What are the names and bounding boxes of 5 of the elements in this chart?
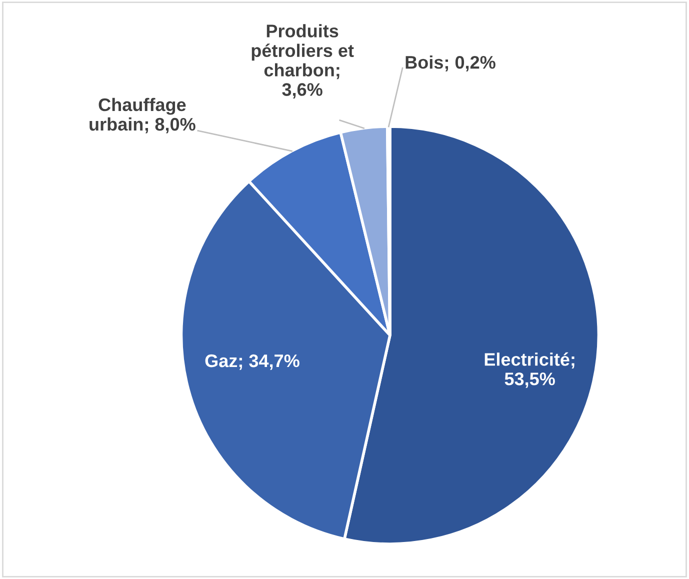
slice-label: Bois; 0,2% bbox=[406, 55, 496, 72]
slice-label: Gaz; 34,7% bbox=[205, 354, 300, 370]
slice-label: Electricité; 53,5% bbox=[484, 352, 574, 388]
slice-label: Produits pétroliers et charbon; 3,6% bbox=[252, 24, 354, 99]
slice-label: Chauffage urbain; 8,0% bbox=[90, 98, 196, 134]
